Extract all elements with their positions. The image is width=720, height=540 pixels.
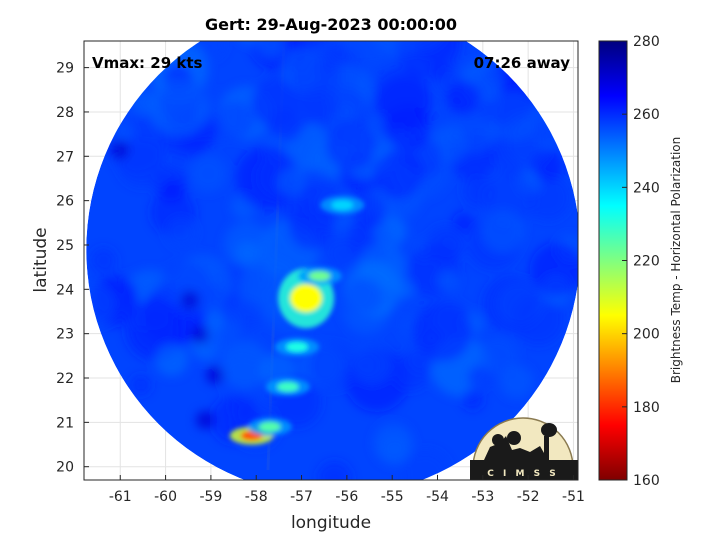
- texture-blob: [373, 423, 414, 464]
- texture-blob: [277, 168, 306, 197]
- texture-blob: [86, 282, 117, 327]
- texture-blob: [90, 247, 117, 274]
- y-tick-label: 26: [56, 194, 74, 210]
- cold-band: [206, 366, 224, 384]
- texture-blob: [467, 365, 492, 390]
- texture-blob: [233, 299, 264, 331]
- x-tick-label: -51: [562, 489, 585, 505]
- x-tick-label: -61: [109, 489, 132, 505]
- texture-blob: [461, 388, 484, 411]
- texture-blob: [347, 278, 384, 315]
- texture-blob: [452, 211, 475, 234]
- x-tick-label: -58: [245, 489, 268, 505]
- feature-core: [286, 341, 309, 352]
- cold-band: [196, 411, 214, 429]
- colorbar-tick-label: 220: [633, 254, 660, 270]
- y-axis-label: latitude: [31, 227, 51, 292]
- texture-blob: [235, 240, 259, 265]
- texture-blob: [308, 342, 357, 390]
- colorbar-tick-label: 240: [633, 180, 660, 196]
- y-tick-label: 20: [56, 460, 74, 476]
- feature-core: [308, 271, 331, 282]
- texture-blob: [149, 77, 209, 137]
- texture-blob: [189, 154, 227, 193]
- x-tick-label: -57: [290, 489, 313, 505]
- cimss-logo: C I M S S: [470, 417, 578, 480]
- y-tick-label: 29: [56, 61, 74, 77]
- texture-blob: [400, 449, 451, 480]
- feature-core: [276, 381, 299, 392]
- colorbar-tick-label: 260: [633, 107, 660, 123]
- texture-blob: [429, 60, 450, 82]
- colorbar-tick-label: 160: [633, 473, 660, 489]
- texture-blob: [341, 41, 400, 66]
- time-away-annotation: 07:26 away: [474, 54, 571, 72]
- vmax-annotation: Vmax: 29 kts: [92, 54, 202, 72]
- texture-blob: [254, 41, 287, 58]
- y-tick-label: 27: [56, 149, 74, 165]
- convection-features: [229, 196, 365, 445]
- texture-blob: [431, 299, 471, 339]
- texture-blob: [216, 101, 254, 139]
- logo-text: C I M S S: [487, 469, 558, 479]
- colorbar-tick-label: 200: [633, 327, 660, 343]
- axes-frame: [83, 40, 579, 481]
- texture-blob: [220, 340, 270, 389]
- texture-blob: [386, 105, 431, 150]
- texture-blob: [478, 336, 519, 377]
- texture-blob: [352, 345, 392, 385]
- x-tick-label: -52: [517, 489, 540, 505]
- texture-blob: [481, 209, 525, 253]
- texture-blob: [268, 109, 303, 144]
- texture-blob: [291, 47, 342, 99]
- texture-blob: [165, 217, 197, 248]
- x-tick-label: -59: [199, 489, 222, 505]
- texture-blob: [529, 242, 578, 297]
- cold-band: [181, 291, 199, 309]
- y-ticks: 20 21 22 23 24 25 26 27 28 29: [56, 61, 89, 476]
- swath-layer: [86, 41, 578, 480]
- texture-blob: [130, 374, 152, 396]
- texture-blob: [315, 86, 369, 140]
- x-tick-label: -55: [381, 489, 404, 505]
- y-tick-label: 23: [56, 327, 74, 343]
- x-axis-label: longitude: [291, 513, 371, 533]
- texture-blob: [437, 270, 459, 292]
- texture-blob: [317, 461, 352, 480]
- colorbar-ticks: 160 180 200 220 240 260 280: [622, 34, 660, 489]
- texture-blob: [446, 81, 480, 115]
- x-ticks: -61 -60 -59 -58 -57 -56 -55 -54 -53 -52 -51: [109, 475, 585, 505]
- texture-blob: [197, 41, 226, 60]
- y-tick-label: 25: [56, 238, 74, 254]
- y-tick-label: 21: [56, 415, 74, 431]
- x-tick-label: -56: [335, 489, 358, 505]
- colorbar-tick-label: 280: [633, 34, 660, 50]
- texture-blob: [204, 310, 225, 332]
- x-tick-label: -54: [426, 489, 449, 505]
- chart-title: Gert: 29-Aug-2023 00:00:00: [205, 15, 457, 34]
- x-tick-label: -60: [154, 489, 177, 505]
- texture-blob: [386, 219, 408, 242]
- feature-core: [258, 421, 281, 432]
- cold-band: [111, 141, 129, 159]
- texture-blob: [155, 343, 188, 377]
- y-tick-label: 28: [56, 105, 74, 121]
- texture-blob: [531, 149, 564, 182]
- colorbar-tick-label: 180: [633, 400, 660, 416]
- texture-blob: [374, 149, 424, 199]
- colorbar-label: Brightness Temp - Horizontal Polarizatio…: [669, 137, 683, 384]
- feature-core: [331, 200, 354, 211]
- texture-blob: [208, 329, 235, 356]
- cold-band: [191, 326, 209, 344]
- feature-core: [290, 284, 323, 313]
- x-tick-label: -53: [471, 489, 494, 505]
- y-tick-label: 22: [56, 371, 74, 387]
- texture-blob: [391, 352, 431, 391]
- y-tick-label: 24: [56, 282, 74, 298]
- texture-blob: [482, 275, 540, 333]
- texture-blob: [500, 365, 534, 399]
